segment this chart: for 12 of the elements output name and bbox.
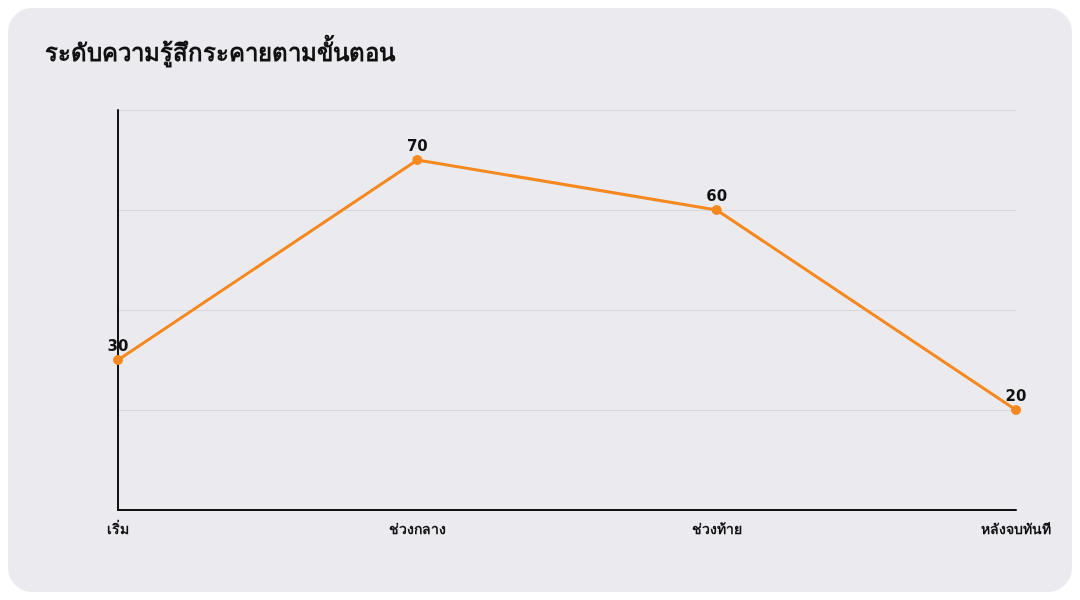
point (113, 355, 123, 365)
chart-title: ระดับความรู้สึกระคายตามขั้นตอน (45, 34, 396, 68)
x-tick-label: เริ่ม (107, 519, 129, 537)
x-tick-label: หลังจบทันที (981, 521, 1051, 537)
point (711, 205, 722, 215)
data-label: 20 (1005, 386, 1027, 405)
point (1011, 405, 1021, 415)
x-tick-label: ช่วงกลาง (388, 521, 446, 537)
data-label: 70 (406, 136, 428, 155)
point (412, 155, 423, 165)
data-label: 60 (706, 186, 728, 205)
x-tick-label: ช่วงท้าย (691, 521, 742, 537)
